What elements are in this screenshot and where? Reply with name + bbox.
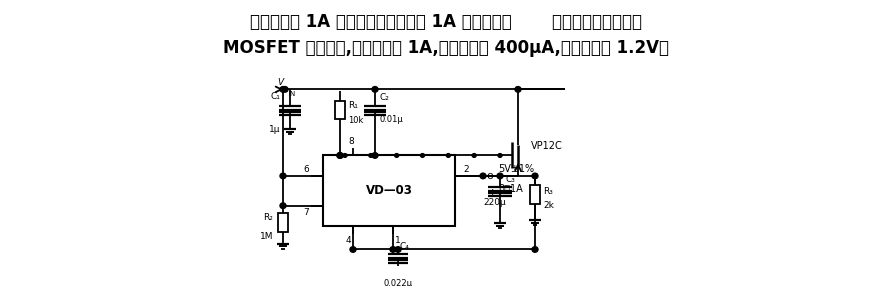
Circle shape (472, 154, 476, 157)
Text: 1μ: 1μ (269, 125, 281, 134)
Text: C₂: C₂ (379, 94, 389, 102)
Text: 0.022μ: 0.022μ (384, 279, 412, 286)
Text: +: + (488, 188, 497, 198)
Text: 1: 1 (395, 235, 401, 245)
Text: C₄: C₄ (400, 242, 410, 251)
Text: 220μ: 220μ (483, 198, 507, 207)
Bar (530, 185, 540, 204)
Text: 0～1A: 0～1A (498, 183, 523, 193)
Circle shape (395, 247, 401, 252)
Circle shape (372, 153, 378, 158)
Circle shape (497, 173, 503, 179)
Text: VP12C: VP12C (531, 141, 563, 151)
Circle shape (372, 87, 378, 92)
Circle shape (282, 87, 288, 92)
Circle shape (498, 154, 502, 157)
Text: 0.01μ: 0.01μ (379, 116, 403, 124)
Text: 7: 7 (303, 208, 309, 217)
Circle shape (515, 87, 521, 92)
Text: V: V (277, 78, 283, 88)
Circle shape (480, 173, 486, 179)
Circle shape (343, 154, 347, 157)
Text: R₃: R₃ (543, 187, 553, 196)
Text: C₁: C₁ (270, 92, 280, 102)
Text: 6: 6 (303, 165, 309, 174)
Circle shape (337, 153, 343, 158)
Text: 8: 8 (348, 137, 354, 146)
Circle shape (420, 154, 425, 157)
Text: MOSFET 为调整管,最大电流为 1A,静态电流为 400μA,最大压差为 1.2V。: MOSFET 为调整管,最大电流为 1A,静态电流为 400μA,最大压差为 1… (223, 39, 669, 57)
Bar (278, 213, 288, 232)
Circle shape (350, 247, 356, 252)
Text: C₃: C₃ (505, 175, 515, 184)
Circle shape (532, 247, 538, 252)
Text: 2k: 2k (543, 201, 554, 210)
Circle shape (394, 154, 399, 157)
Text: IN: IN (288, 91, 295, 97)
Text: R₂: R₂ (263, 213, 273, 222)
Bar (323, 156, 455, 226)
Circle shape (280, 203, 286, 208)
Circle shape (446, 154, 450, 157)
Text: 1M: 1M (260, 232, 273, 241)
Text: 4: 4 (345, 235, 351, 245)
Text: +: + (277, 107, 287, 117)
Circle shape (390, 247, 396, 252)
Text: 10k: 10k (348, 116, 363, 125)
Text: 2: 2 (463, 165, 468, 174)
Text: VD—03: VD—03 (366, 184, 412, 197)
Text: 电流扩展为 1A 的电路。电流扩展为 1A 的电路如图       所示。外接一个功率: 电流扩展为 1A 的电路。电流扩展为 1A 的电路如图 所示。外接一个功率 (250, 13, 642, 31)
Text: R₁: R₁ (348, 101, 358, 110)
Circle shape (368, 154, 373, 157)
Circle shape (280, 87, 286, 92)
Bar (335, 101, 345, 119)
Text: o: o (486, 171, 492, 181)
Circle shape (532, 173, 538, 179)
Circle shape (337, 153, 343, 158)
Text: 5V±1%: 5V±1% (498, 164, 534, 174)
Circle shape (280, 173, 286, 179)
